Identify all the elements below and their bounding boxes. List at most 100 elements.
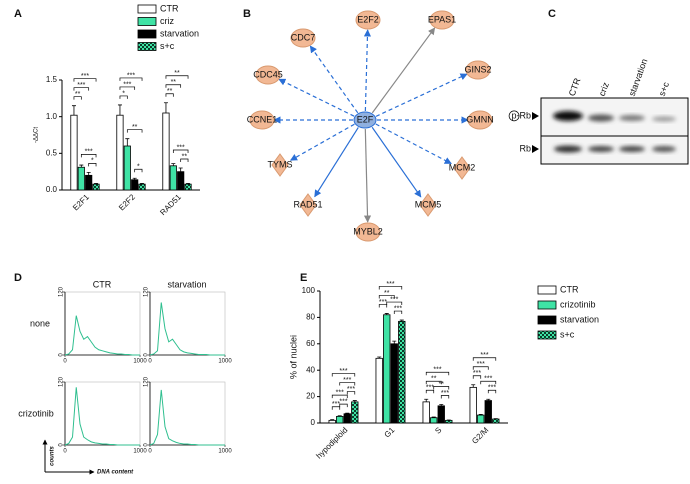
panel-letter: B (243, 8, 251, 20)
node-label: MYBL2 (353, 226, 383, 236)
error-bar (86, 172, 91, 176)
significance-bracket (331, 373, 356, 377)
y-axis-label: % of nuclei (288, 335, 298, 379)
error-bar (478, 414, 483, 416)
node (419, 193, 437, 217)
x-tick-label: 0 (148, 359, 152, 365)
node-label: MCM5 (415, 199, 442, 209)
bar (77, 166, 85, 191)
bar (169, 165, 177, 191)
error-bar (471, 384, 476, 388)
bar (430, 417, 438, 424)
bar (123, 145, 131, 191)
y-tick-label: 1.5 (46, 75, 58, 84)
node (465, 60, 491, 80)
y-tick-label: 0 (59, 353, 65, 357)
error-bar (439, 404, 444, 406)
significance-label: *** (339, 398, 347, 405)
legend-label: starvation (160, 28, 199, 38)
node (271, 153, 289, 177)
column-label: starvation (167, 279, 206, 289)
significance-bracket (73, 78, 97, 82)
row-label: p-Rb (511, 110, 531, 120)
lane-label: CTR (567, 76, 583, 97)
y-tick-label: 120 (144, 376, 150, 387)
legend-swatch (537, 330, 557, 340)
significance-bracket (378, 304, 388, 308)
panel-letter: E (300, 272, 307, 284)
significance-bracket (472, 375, 482, 379)
significance-bracket (440, 395, 450, 399)
significance-bracket (433, 386, 450, 390)
significance-label: *** (379, 299, 387, 306)
node-label: RAD51 (293, 199, 322, 209)
legend-swatch (537, 285, 557, 295)
y-tick-label: 20 (306, 392, 315, 401)
significance-bracket (346, 391, 356, 395)
x-tick-label: 0 (63, 449, 67, 455)
significance-bracket (119, 86, 136, 90)
legend-label: CTR (160, 3, 179, 13)
row-label: Rb (519, 143, 531, 153)
bar (469, 386, 477, 424)
x-tick-label: RAD51 (158, 192, 183, 217)
significance-label: *** (394, 305, 402, 312)
band (554, 145, 582, 153)
legend-label: CTR (560, 284, 579, 294)
error-bar (163, 102, 168, 113)
node-label: CDC45 (253, 69, 283, 79)
significance-bracket (386, 301, 403, 306)
significance-label: *** (441, 390, 449, 397)
significance-label: *** (426, 385, 434, 392)
edge (371, 27, 436, 114)
error-bar (392, 340, 397, 344)
legend-swatch (137, 17, 157, 26)
bar (398, 320, 406, 424)
node (290, 28, 316, 48)
error-bar (132, 177, 137, 180)
significance-label: *** (77, 82, 85, 89)
node (355, 10, 381, 30)
bar (177, 171, 185, 191)
significance-bracket (165, 84, 182, 88)
significance-label: *** (484, 376, 492, 383)
significance-bracket (393, 310, 403, 315)
error-bar (399, 319, 404, 322)
error-bar (377, 356, 382, 359)
node (249, 110, 275, 130)
significance-label: *** (477, 361, 485, 368)
bar (390, 343, 398, 424)
band (619, 115, 645, 121)
x-tick-label: 0 (148, 449, 152, 455)
significance-bracket (331, 406, 341, 410)
significance-bracket (172, 149, 189, 153)
error-bar (125, 138, 130, 146)
row-label: none (30, 318, 50, 328)
bar (162, 112, 170, 191)
bar (92, 183, 100, 191)
significance-label: *** (123, 81, 131, 88)
legend-label: s+c (160, 41, 175, 51)
significance-label: *** (390, 296, 398, 303)
significance-bracket (134, 168, 143, 173)
panel-letter: D (14, 272, 22, 284)
error-bar (424, 398, 429, 402)
error-bar (337, 415, 342, 417)
error-bar (330, 419, 335, 421)
bar (336, 415, 344, 424)
significance-label: *** (339, 368, 347, 375)
axis-label: DNA content (97, 470, 134, 476)
node-label: MCM2 (449, 162, 476, 172)
legend-swatch (137, 29, 157, 39)
error-bar (94, 183, 99, 185)
significance-bracket (165, 75, 189, 79)
error-bar (431, 416, 436, 418)
bar (477, 414, 485, 424)
band (553, 111, 583, 121)
significance-bracket (339, 403, 348, 408)
node (453, 156, 471, 180)
node-label: E2F2 (357, 14, 379, 24)
node (255, 65, 281, 85)
x-tick-label: 1000 (218, 449, 232, 455)
